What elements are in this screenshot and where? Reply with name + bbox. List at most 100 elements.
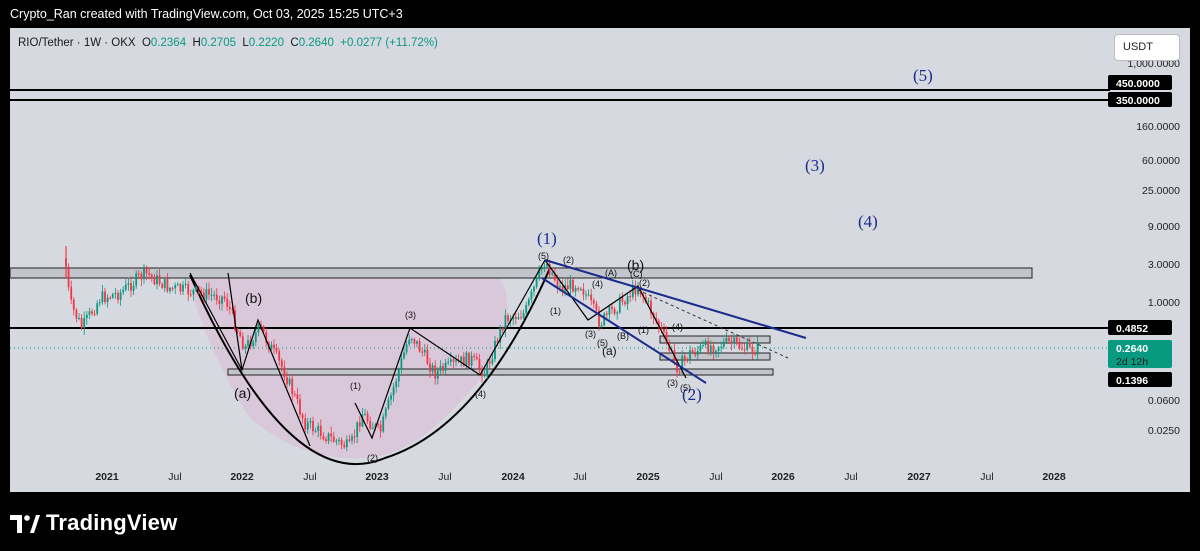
candle-body	[722, 341, 725, 347]
wave-label: (4)	[672, 322, 683, 332]
candle-body	[709, 345, 712, 354]
candle-body	[470, 355, 473, 366]
wave-label: (b)	[627, 257, 644, 273]
candlestick-series[interactable]	[65, 246, 759, 452]
chart-pane[interactable]: (1) (2) (3) (4) (5) (a) (b) (b) (a) (1) …	[10, 28, 1190, 492]
candle-body	[468, 352, 470, 366]
time-tick-label: 2027	[907, 471, 931, 483]
wave-label: (4)	[592, 279, 603, 289]
high-value: 0.2705	[200, 37, 236, 49]
candle-body	[288, 378, 291, 385]
candle-body	[319, 425, 322, 437]
candle-body	[683, 355, 686, 360]
time-tick-label: Jul	[844, 471, 857, 483]
candle-body	[374, 424, 377, 428]
price-label: 0.4852	[1116, 323, 1148, 335]
candle-body	[681, 355, 684, 373]
price-chart[interactable]: (1) (2) (3) (4) (5) (a) (b) (b) (a) (1) …	[10, 28, 1190, 492]
candle-body	[413, 339, 416, 344]
brand-name: TradingView	[46, 510, 178, 535]
candle-body	[611, 306, 613, 309]
candle-body	[148, 273, 151, 275]
candle-body	[600, 325, 603, 327]
candle-body	[226, 298, 229, 308]
candle-body	[83, 318, 86, 329]
candle-body	[200, 290, 203, 293]
candle-body	[579, 288, 582, 290]
currency-button[interactable]: USDT	[1114, 34, 1180, 61]
price-label-box	[1108, 320, 1172, 335]
candle-body	[283, 367, 286, 378]
candle-body	[660, 327, 663, 330]
candle-body	[140, 273, 143, 280]
open-value: 0.2364	[150, 37, 187, 49]
candle-body	[748, 342, 751, 347]
candle-body	[548, 263, 551, 275]
candle-body	[309, 420, 312, 423]
time-tick-label: Jul	[573, 471, 586, 483]
candle-body	[704, 340, 707, 346]
wave-label: (B)	[617, 331, 629, 341]
candle-body	[111, 294, 114, 298]
candle-body	[163, 279, 166, 288]
candle-body	[431, 365, 434, 372]
candle-body	[603, 313, 606, 326]
candle-body	[496, 340, 499, 343]
candle-body	[93, 313, 96, 315]
candle-body	[260, 324, 262, 327]
candle-body	[254, 332, 257, 342]
candle-body	[717, 347, 720, 351]
candle-body	[483, 374, 486, 377]
sub-wave-labels: (1) (2) (3) (4) (5) (1) (2) (3) (4) (5) …	[350, 251, 691, 463]
candle-body	[436, 370, 439, 379]
range-zone-upper[interactable]	[659, 335, 771, 344]
support-zone[interactable]	[227, 368, 774, 376]
tradingview-icon	[10, 515, 40, 533]
price-label-box	[1108, 340, 1172, 368]
candle-body	[577, 288, 580, 290]
price-tick-label: 0.0250	[1148, 425, 1180, 437]
candle-body	[403, 352, 405, 359]
range-zone-lower[interactable]	[659, 352, 771, 361]
candle-body	[553, 273, 556, 281]
channel-trendlines[interactable]	[541, 259, 807, 384]
candle-body	[582, 288, 585, 295]
candle-body	[221, 296, 223, 304]
price-axis[interactable]: 1,000.0000 160.0000 60.0000 25.0000 9.0000 3.…	[1127, 58, 1180, 437]
candle-body	[228, 307, 231, 310]
candle-body	[397, 369, 400, 382]
time-axis[interactable]: 2021 Jul 2022 Jul 2023 Jul 2024 Jul 2025 Jul 2026 J…	[95, 471, 1066, 483]
candle-body	[382, 416, 385, 432]
candle-body	[486, 361, 489, 375]
candle-body	[145, 266, 148, 274]
candle-body	[293, 394, 296, 396]
candle-body	[616, 312, 619, 314]
candle-body	[478, 359, 481, 369]
candle-body	[265, 332, 268, 343]
candle-body	[754, 352, 756, 355]
candle-body	[275, 347, 278, 352]
cup-curve[interactable]	[189, 267, 551, 466]
candle-body	[345, 439, 348, 448]
candle-body	[426, 349, 429, 364]
wave-label: (4)	[858, 212, 878, 231]
candle-body	[418, 341, 421, 352]
candle-body	[132, 285, 135, 291]
candle-body	[361, 414, 364, 427]
candle-body	[735, 337, 738, 342]
candle-body	[101, 291, 104, 303]
tradingview-logo[interactable]: TradingView	[10, 510, 177, 536]
candle-body	[676, 359, 678, 372]
resistance-zone[interactable]	[10, 267, 1033, 279]
candle-body	[626, 295, 629, 305]
candle-body	[488, 361, 491, 364]
candle-body	[205, 288, 208, 300]
candle-body	[241, 336, 244, 349]
candle-body	[117, 292, 119, 300]
candle-body	[106, 297, 109, 303]
price-label-box	[1108, 92, 1172, 107]
candle-body	[465, 352, 468, 366]
wave-structure-lines[interactable]	[189, 259, 687, 447]
candle-body	[416, 341, 418, 344]
candle-body	[743, 349, 746, 351]
